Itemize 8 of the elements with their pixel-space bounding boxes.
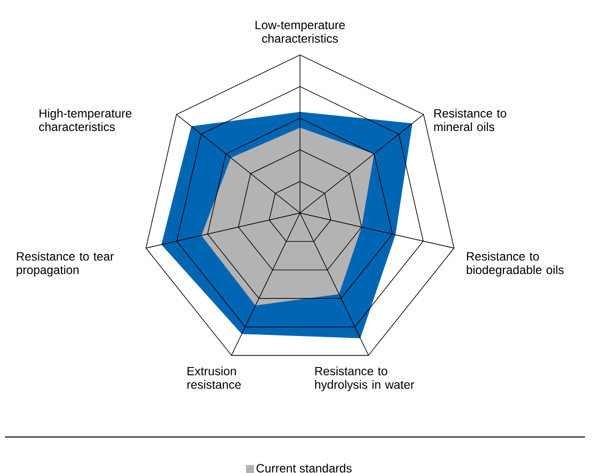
spoke-label: Resistance to mineral oils [434, 108, 506, 132]
spoke-label: High-temperature characteristics [39, 108, 132, 132]
spoke-label: Low-temperature characteristics [256, 20, 345, 43]
legend-label: Current standards [256, 464, 352, 473]
spoke-label: Resistance to biodegradable oils [466, 252, 564, 276]
spoke-label: Resistance to hydrolysis in water [315, 366, 414, 392]
spoke-label: Extrusion resistance [187, 366, 241, 389]
spoke-label: Resistance to tear propagation [16, 252, 114, 276]
